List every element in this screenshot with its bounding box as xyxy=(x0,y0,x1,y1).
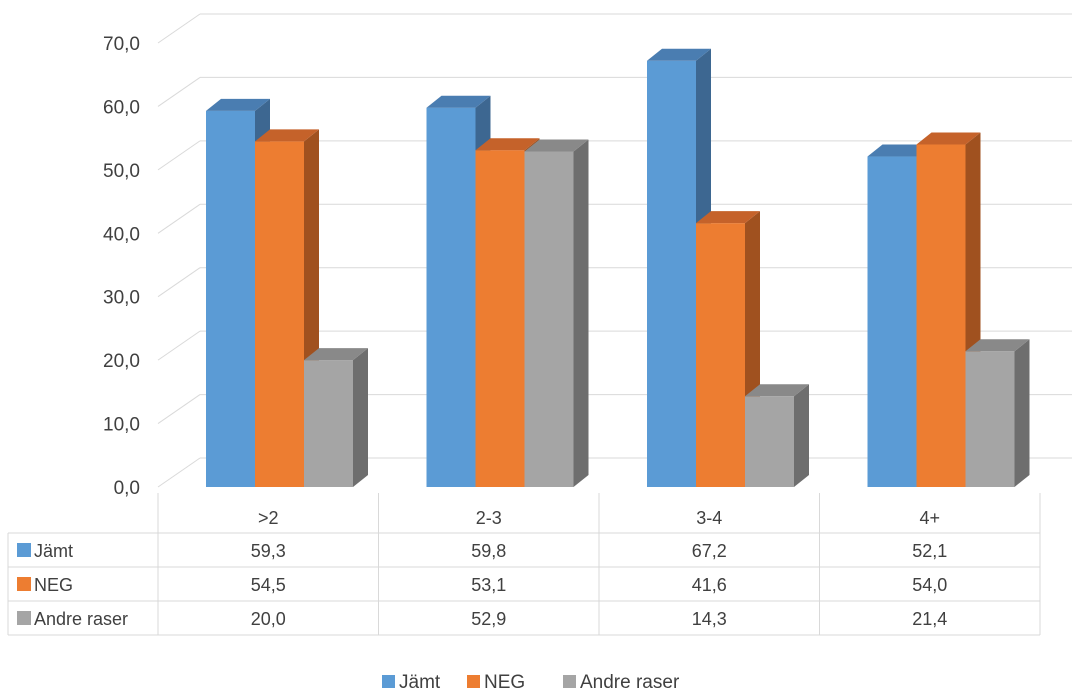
table-legend-key xyxy=(17,577,31,591)
table-cell: 53,1 xyxy=(471,575,506,595)
y-tick-label: 20,0 xyxy=(103,351,140,372)
bar-top xyxy=(916,132,981,145)
y-tick-label: 50,0 xyxy=(103,161,140,182)
table-cell: 52,9 xyxy=(471,609,506,629)
legend-label: Andre raser xyxy=(580,672,680,693)
category-label: >2 xyxy=(258,508,279,528)
gridline-depth xyxy=(157,457,201,488)
bar-front xyxy=(696,223,745,487)
bar-side xyxy=(573,139,589,487)
table-row-label: Andre raser xyxy=(34,609,128,629)
legend-label: Jämt xyxy=(399,672,441,693)
gridline-depth xyxy=(157,77,201,107)
bar-side xyxy=(1014,339,1030,487)
bar-top xyxy=(965,339,1030,352)
table-cell: 41,6 xyxy=(692,575,727,595)
gridline-depth xyxy=(157,330,201,361)
bar-top xyxy=(524,139,589,152)
gridline-depth xyxy=(157,140,201,171)
bar-top xyxy=(304,348,368,361)
gridline-depth xyxy=(157,394,201,424)
category-label: 4+ xyxy=(919,508,940,528)
bar-front xyxy=(304,360,353,487)
bar-front xyxy=(647,60,696,487)
bar-front xyxy=(475,150,525,488)
table-legend-key xyxy=(17,543,31,557)
y-tick-label: 10,0 xyxy=(103,415,140,436)
bar-andre-raser-4 xyxy=(965,339,1030,487)
table-cell: 21,4 xyxy=(912,609,947,629)
bar-top xyxy=(206,98,270,111)
table-cell: 59,8 xyxy=(471,541,506,561)
table-cell: 52,1 xyxy=(912,541,947,561)
bar-front xyxy=(524,151,574,487)
bar-front xyxy=(745,396,794,487)
table-cell: 54,0 xyxy=(912,575,947,595)
table-legend-key xyxy=(17,611,31,625)
y-tick-label: 40,0 xyxy=(103,224,140,245)
bar-side xyxy=(794,384,809,487)
bar-front xyxy=(916,144,966,487)
legend-item: Jämt xyxy=(382,672,441,693)
bar-top xyxy=(745,384,809,397)
table-cell: 14,3 xyxy=(692,609,727,629)
table-cell: 67,2 xyxy=(692,541,727,561)
legend-swatch xyxy=(382,675,395,688)
bar-front xyxy=(206,110,255,488)
legend-label: NEG xyxy=(484,672,525,693)
y-tick-label: 30,0 xyxy=(103,288,140,309)
bar-side xyxy=(353,348,368,487)
bar-top xyxy=(475,138,540,151)
legend-swatch xyxy=(563,675,576,688)
bar-andre-raser-3 xyxy=(745,384,809,487)
gridline-depth xyxy=(157,267,201,298)
bar-andre-raser-2 xyxy=(524,139,589,487)
bar-top xyxy=(426,95,491,108)
legend-item: NEG xyxy=(467,672,525,693)
bar-top xyxy=(647,48,711,61)
gridline-depth xyxy=(157,203,201,234)
y-tick-label: 0,0 xyxy=(114,478,140,499)
bar-top xyxy=(867,144,932,157)
gridline-depth xyxy=(157,13,201,44)
table-row-label: Jämt xyxy=(34,541,73,561)
table-cell: 59,3 xyxy=(251,541,286,561)
legend-item: Andre raser xyxy=(563,672,680,693)
bar-front xyxy=(867,156,917,487)
table-cell: 20,0 xyxy=(251,609,286,629)
bar-front xyxy=(965,351,1015,487)
legend-swatch xyxy=(467,675,480,688)
y-tick-label: 60,0 xyxy=(103,97,140,118)
table-row-label: NEG xyxy=(34,575,73,595)
bar-top xyxy=(696,211,760,224)
bar-front xyxy=(426,107,476,487)
bar-andre-raser-1 xyxy=(304,348,368,487)
category-label: 3-4 xyxy=(696,508,722,528)
bar-front xyxy=(255,141,304,488)
category-label: 2-3 xyxy=(476,508,502,528)
bar-top xyxy=(255,129,319,142)
table-cell: 54,5 xyxy=(251,575,286,595)
y-tick-label: 70,0 xyxy=(103,34,140,55)
